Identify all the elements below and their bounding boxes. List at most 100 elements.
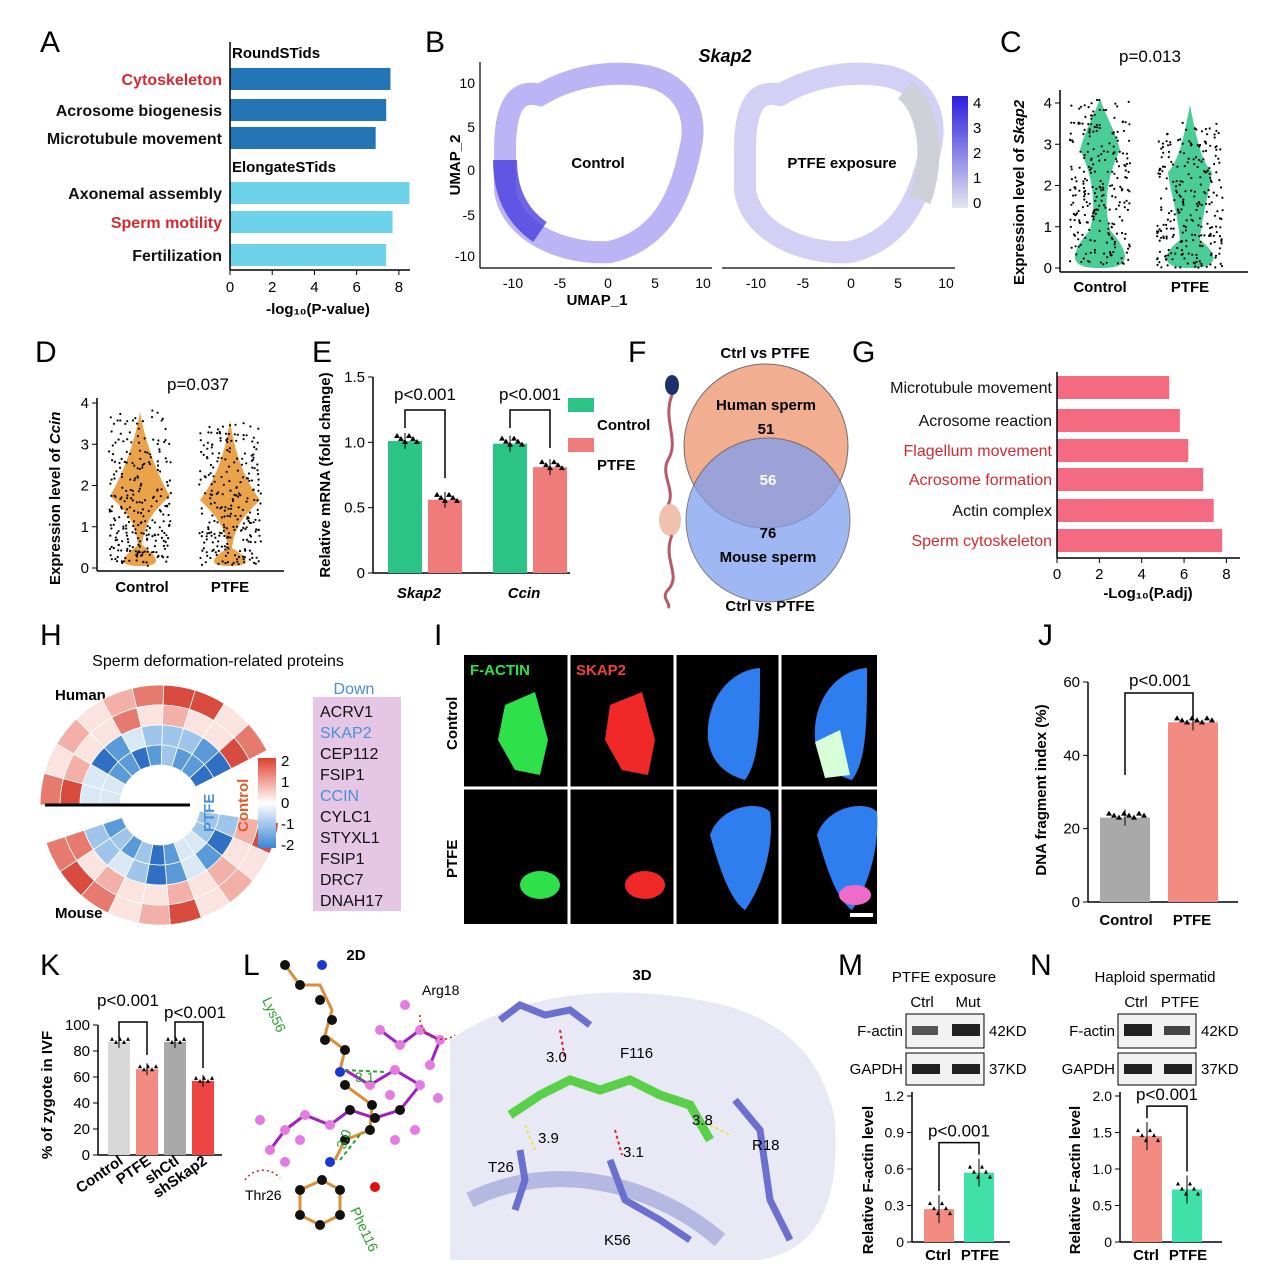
violin-point	[204, 561, 207, 564]
n-title: Haploid spermatid	[1095, 969, 1216, 986]
violin-point	[202, 444, 205, 447]
g-bar	[1057, 529, 1223, 552]
violin-point	[141, 420, 144, 423]
violin-point	[209, 502, 212, 505]
violin-point	[1082, 170, 1085, 173]
violin-point	[257, 489, 260, 492]
j-data-point	[1194, 717, 1200, 723]
j-data-point	[1179, 717, 1185, 723]
violin-point	[258, 534, 261, 537]
violin-point	[1183, 257, 1186, 260]
violin-point	[138, 501, 141, 504]
violin-point	[1105, 241, 1108, 244]
violin-point	[110, 558, 113, 561]
violin-point	[253, 467, 256, 470]
violin-point	[128, 559, 131, 562]
i-control-merge-overlap	[815, 730, 850, 778]
violin-point	[206, 554, 209, 558]
violin-point	[1079, 105, 1083, 108]
violin-point	[228, 450, 231, 453]
violin-point	[1195, 253, 1198, 256]
l-2d-res-arg18: Arg18	[422, 982, 460, 998]
violin-point	[1114, 102, 1117, 105]
violin-point	[227, 547, 230, 550]
violin-point	[1160, 197, 1163, 200]
violin-point	[1215, 122, 1218, 125]
m-data-point	[948, 1211, 952, 1216]
violin-point	[1114, 246, 1117, 249]
violin-point	[1219, 186, 1223, 189]
violin-point	[252, 436, 255, 439]
violin-point	[169, 492, 172, 495]
violin-point	[114, 536, 117, 539]
violin-point	[218, 452, 221, 455]
violin-point	[213, 532, 216, 536]
violin-point	[114, 557, 117, 561]
violin-point	[120, 457, 123, 460]
violin-point	[1221, 209, 1224, 212]
violin-point	[236, 560, 239, 563]
violin-point	[1165, 237, 1168, 240]
e-data-point	[499, 435, 505, 441]
violin-point	[138, 467, 141, 471]
b-control-umap-dense	[493, 159, 548, 242]
violin-point	[198, 483, 201, 486]
violin-point	[1158, 228, 1161, 231]
violin-point	[1210, 201, 1213, 204]
violin-point	[1075, 180, 1078, 183]
violin-point	[228, 424, 232, 427]
l-2d-carbon-atom	[395, 1105, 405, 1115]
violin-point	[1127, 258, 1130, 261]
violin-point	[1194, 265, 1197, 268]
violin-point	[1082, 133, 1085, 136]
l-2d-fluorine-atom	[325, 1120, 335, 1130]
violin-point	[150, 505, 153, 508]
violin-point	[1106, 256, 1109, 259]
violin-point	[256, 512, 260, 516]
violin-point	[1102, 188, 1105, 191]
violin-point	[146, 550, 149, 553]
violin-point	[200, 450, 203, 454]
violin-point	[1121, 219, 1124, 222]
violin-point	[217, 540, 220, 543]
violin-point	[234, 514, 237, 517]
j-data-point	[1184, 719, 1190, 725]
a-category-label: Cytoskeleton	[122, 72, 222, 89]
violin-point	[248, 479, 251, 482]
violin-point	[1191, 219, 1194, 222]
violin-point	[1187, 173, 1190, 176]
n-kd-gapdh: 37KD	[1201, 1061, 1239, 1078]
violin-point	[168, 479, 171, 482]
violin-point	[1070, 121, 1073, 124]
violin-point	[1166, 144, 1170, 147]
violin-point	[119, 432, 122, 435]
m-data-point	[936, 1211, 940, 1216]
violin-point	[117, 438, 120, 441]
violin-point	[1210, 226, 1214, 229]
violin-point	[1083, 177, 1087, 180]
violin-point	[242, 558, 245, 561]
violin-point	[1128, 245, 1131, 248]
violin-point	[1193, 233, 1197, 237]
n-kd-factin: 42KD	[1201, 1023, 1239, 1040]
n-band-gapdh-ctrl	[1124, 1064, 1152, 1074]
violin-point	[120, 560, 123, 563]
violin-point	[133, 520, 136, 523]
violin-point	[1217, 157, 1220, 160]
y-tick-label: 0	[82, 1147, 90, 1164]
violin-point	[1158, 167, 1162, 170]
violin-point	[242, 422, 245, 425]
violin-point	[1116, 139, 1119, 142]
violin-point	[1110, 236, 1113, 239]
violin-point	[223, 515, 226, 518]
violin-point	[229, 515, 232, 518]
violin-point	[255, 448, 258, 451]
violin-point	[231, 498, 234, 501]
violin-point	[1081, 206, 1084, 209]
violin-point	[1125, 199, 1128, 202]
violin-point	[155, 500, 158, 503]
violin-point	[224, 562, 227, 565]
violin-point	[140, 521, 143, 524]
violin-point	[1082, 257, 1085, 260]
